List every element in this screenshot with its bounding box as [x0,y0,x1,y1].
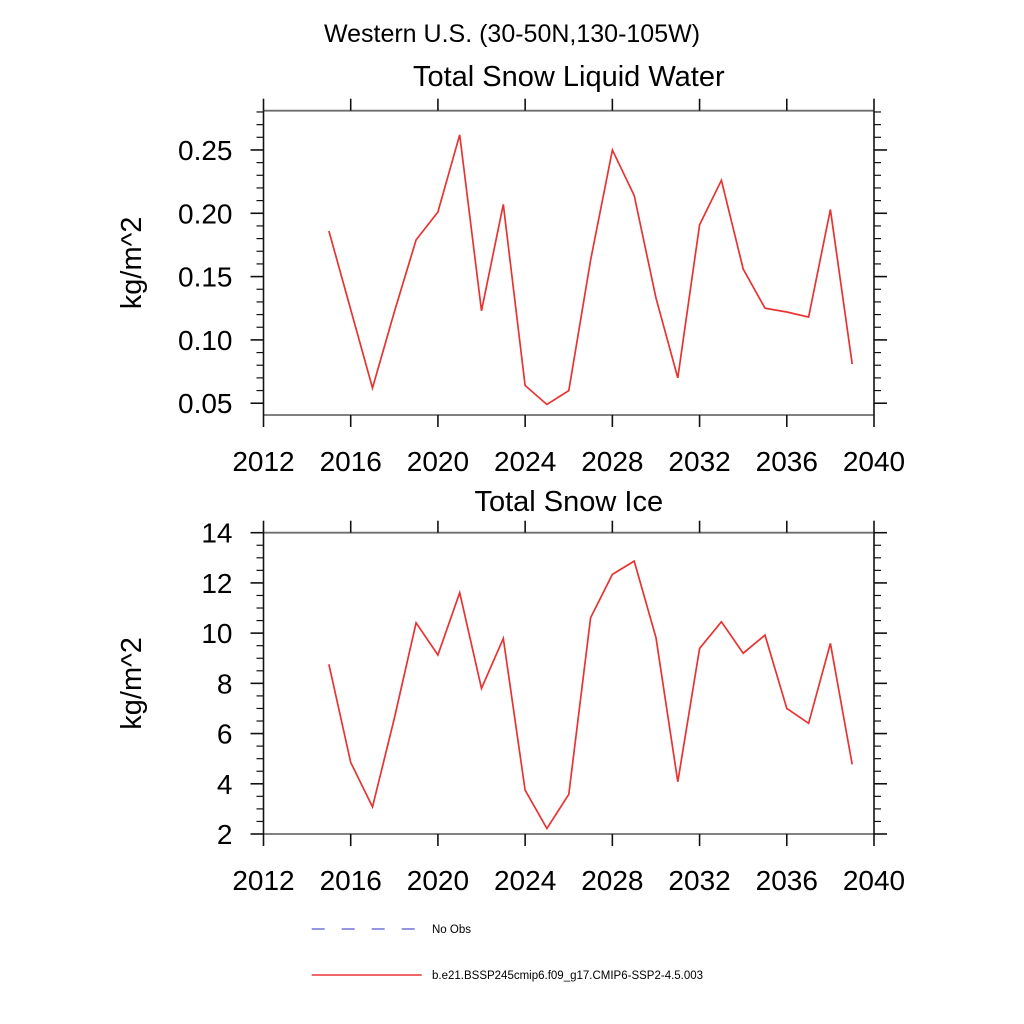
y-tick-label: 12 [201,568,232,599]
x-tick-label: 2032 [668,865,730,896]
x-tick-label: 2016 [320,865,382,896]
y-tick-label: 8 [217,668,233,699]
x-tick-label: 2020 [407,446,469,477]
x-tick-label: 2012 [232,865,294,896]
x-tick-label: 2016 [320,446,382,477]
chart-2-plot-area: 2012 2016 2020 2024 2028 2032 2036 2040 2 4 6 8 10 12… [201,518,905,896]
x-tick-label: 2032 [668,446,730,477]
y-tick-label: 4 [217,769,233,800]
chart-1-plot-area: 2012 2016 2020 2024 2028 2032 2036 2040 0.05 0.10… [178,98,905,477]
x-tick-label: 2040 [843,865,905,896]
x-tick-label: 2024 [494,446,556,477]
x-tick-label: 2020 [407,865,469,896]
x-tick-label: 2024 [494,865,556,896]
x-tick-label: 2036 [756,865,818,896]
x-tick-label: 2040 [843,446,905,477]
y-tick-label: 0.25 [178,135,233,166]
figure-legend [311,928,422,976]
y-tick-label: 14 [201,518,232,549]
y-tick-label: 0.10 [178,325,233,356]
y-tick-label: 2 [217,819,233,850]
x-tick-label: 2036 [756,446,818,477]
series-line-0 [328,134,854,406]
x-tick-label: 2012 [232,446,294,477]
chart-1-y-axis-label: kg/m^2 [116,217,148,310]
series-line-1 [328,559,854,831]
y-tick-label: 0.05 [178,388,233,419]
y-tick-label: 0.15 [178,262,233,293]
x-tick-label: 2028 [581,865,643,896]
y-tick-label: 10 [201,618,232,649]
legend-label-series: b.e21.BSSP245cmip6.f09_g17.CMIP6-SSP2-4.… [432,970,703,982]
y-tick-label: 6 [217,719,233,750]
figure-main-title: Western U.S. (30-50N,130-105W) [324,20,700,48]
x-tick-label: 2028 [581,446,643,477]
chart-1-title: Total Snow Liquid Water [413,61,725,93]
y-tick-label: 0.20 [178,198,233,229]
chart-2-y-axis-label: kg/m^2 [116,637,148,730]
legend-label-no-obs: No Obs [432,924,471,936]
chart-2-title: Total Snow Ice [474,486,663,518]
